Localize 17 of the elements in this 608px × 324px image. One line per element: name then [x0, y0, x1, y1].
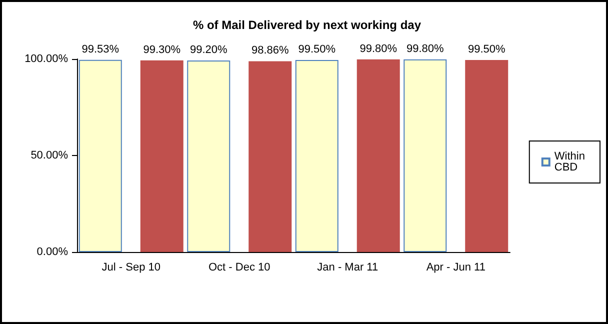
data-label: 98.86%	[251, 44, 289, 57]
legend-label: Within CBD	[554, 150, 588, 174]
data-label: 99.30%	[143, 44, 181, 56]
x-tick-label: Oct - Dec 10	[208, 262, 270, 274]
data-label: 99.80%	[360, 42, 398, 55]
data-label: 99.53%	[82, 43, 120, 56]
data-label: 99.20%	[190, 44, 228, 56]
x-tick-label: Jul - Sep 10	[102, 262, 160, 274]
chart-title: % of Mail Delivered by next working day	[192, 18, 422, 32]
y-tick-label: 0.00%	[36, 246, 68, 258]
x-tick-label: Jan - Mar 11	[317, 262, 378, 274]
data-label: 99.50%	[298, 43, 336, 56]
y-tick-label: 100.00%	[24, 53, 68, 65]
x-tick-label: Apr - Jun 11	[426, 262, 486, 274]
data-label: 99.50%	[468, 43, 506, 56]
y-tick-label: 50.00%	[30, 150, 68, 162]
data-label: 99.80%	[406, 42, 444, 55]
